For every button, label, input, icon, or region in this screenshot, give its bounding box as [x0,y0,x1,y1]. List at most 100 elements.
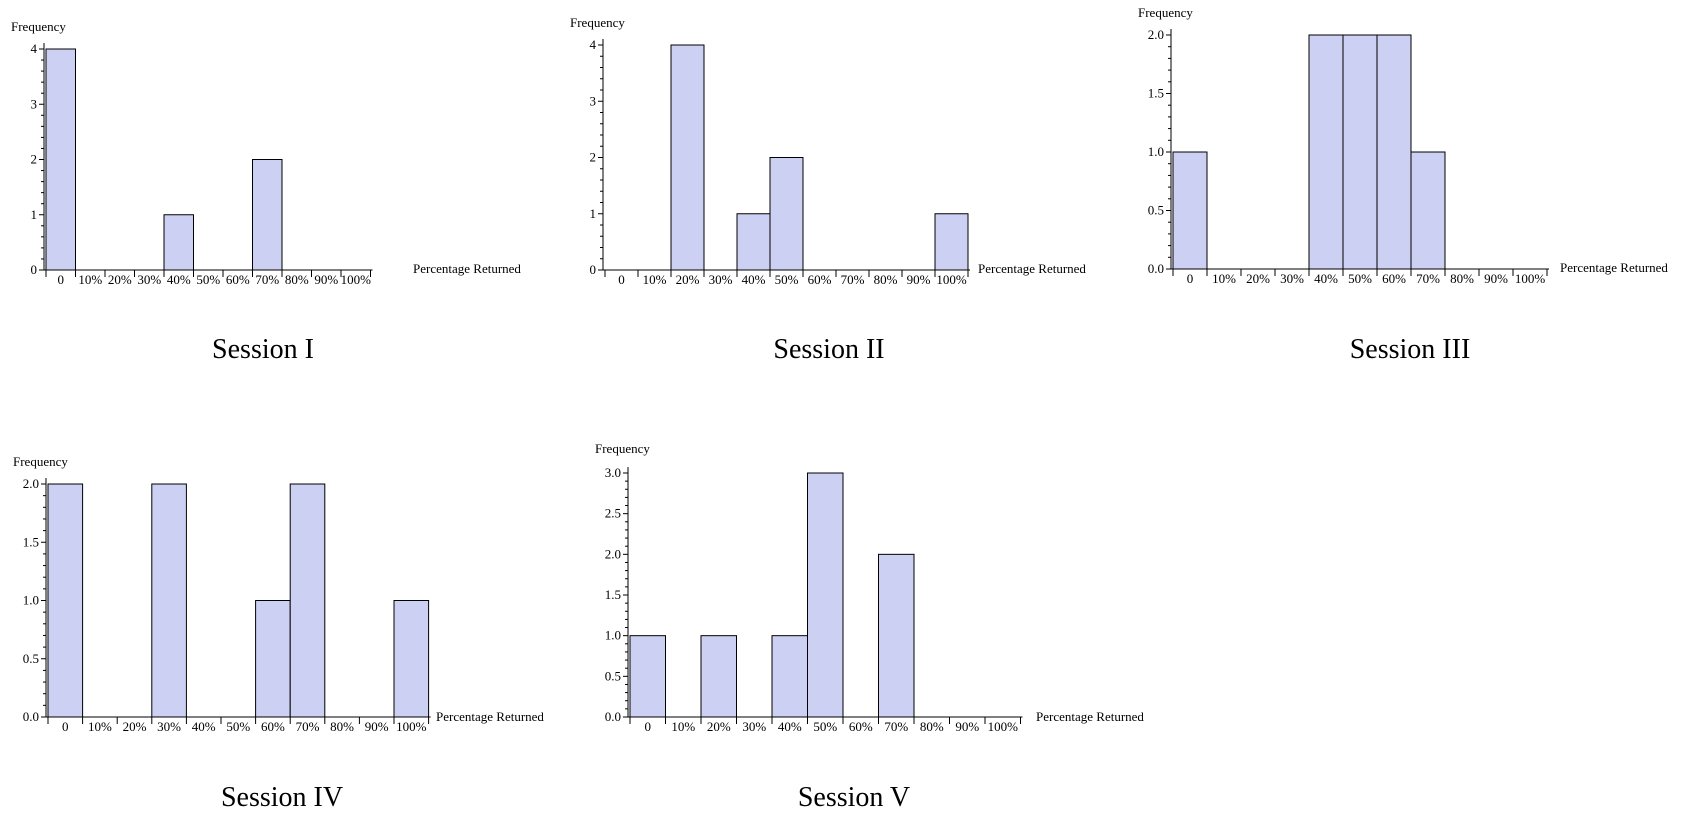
bar-0 [629,635,666,718]
x-tick-label: 10% [671,719,695,734]
bar-100pct [934,213,969,271]
x-tick-label: 30% [709,272,733,287]
x-tick-label: 60% [849,719,873,734]
y-tick-label: 2 [590,150,597,165]
x-tick-label: 90% [955,719,979,734]
x-tick-label: 70% [841,272,865,287]
y-tick-label: 1.5 [605,587,621,602]
bar-70pct [1410,151,1446,270]
x-tick-label: 40% [167,272,191,287]
bar-40pct [736,213,771,271]
x-tick-label: 20% [108,272,132,287]
chart-caption: Session IV [221,782,343,813]
session-3-chart: 0.0 0.5 1.0 1.5 2.0 0 10% 20% 30% 40% 50% 60% 70% 80%… [1138,5,1668,365]
x-tick-label: 30% [1280,271,1304,286]
x-tick-label: 50% [196,272,220,287]
x-tick-label: 40% [742,272,766,287]
session-5-chart: 0.0 0.5 1.0 1.5 2.0 2.5 3.0 0 10% 20% 30% 40% 50% 60%… [595,441,1144,813]
chart-caption: Session I [212,334,314,365]
bar-0 [1172,151,1208,270]
bar-0 [45,48,76,271]
bar-20pct [670,44,705,271]
x-axis-label: Percentage Returned [1560,260,1668,275]
x-tick-label: 40% [778,719,802,734]
x-tick-label: 0 [1187,271,1194,286]
x-tick-label: 40% [1314,271,1338,286]
bar-50pct [807,472,844,718]
x-tick-label: 50% [226,719,250,734]
x-tick-label: 70% [1416,271,1440,286]
y-axis-label: Frequency [595,441,650,456]
bar-60pct [255,600,291,718]
session-1-chart: 0 1 2 3 4 0 10% 20% 30% 40% 50% 60% 70% 80% 90% 100% Fre… [11,19,521,365]
bar-70pct [878,553,915,718]
x-tick-label: 70% [884,719,908,734]
x-tick-label: 10% [78,272,102,287]
bar-0 [47,483,84,718]
y-tick-label: 0.0 [1148,261,1164,276]
x-tick-label: 20% [1246,271,1270,286]
bar-40pct [1308,34,1344,270]
y-tick-label: 3 [590,93,597,108]
x-tick-label: 70% [255,272,279,287]
y-tick-label: 2.0 [1148,27,1164,42]
y-tick-label: 0.0 [605,709,621,724]
y-tick-label: 0.5 [1148,203,1164,218]
y-tick-label: 2.5 [605,506,621,521]
x-tick-label: 30% [742,719,766,734]
y-tick-label: 0.5 [23,651,39,666]
x-tick-label: 10% [643,272,667,287]
x-tick-label: 80% [920,719,944,734]
x-axis-label: Percentage Returned [413,261,521,276]
x-axis-label: Percentage Returned [436,709,544,724]
x-tick-label: 0 [618,272,625,287]
x-tick-label: 80% [285,272,309,287]
bar-70pct [289,483,326,718]
x-tick-label: 0 [58,272,65,287]
y-tick-label: 2.0 [605,546,621,561]
y-tick-label: 0.5 [605,668,621,683]
y-tick-label: 4 [590,37,597,52]
chart-caption: Session II [773,334,884,365]
x-tick-label: 80% [330,719,354,734]
x-tick-label: 100% [396,719,427,734]
x-tick-label: 60% [261,719,285,734]
y-tick-label: 3.0 [605,465,621,480]
x-tick-label: 60% [1382,271,1406,286]
x-tick-label: 90% [314,272,338,287]
x-tick-label: 90% [365,719,389,734]
y-tick-label: 1.0 [605,628,621,643]
session-2-chart: 0 1 2 3 4 0 10% 20% 30% 40% 50% 60% 70% 80% 90% 100% Fre… [570,15,1086,365]
y-tick-label: 2 [31,152,38,167]
x-axis-label: Percentage Returned [1036,709,1144,724]
bar-70pct [252,159,283,271]
y-tick-label: 0 [590,262,597,277]
bar-50pct [769,157,804,271]
x-tick-label: 100% [988,719,1019,734]
x-tick-label: 20% [676,272,700,287]
y-tick-label: 1 [590,206,597,221]
x-tick-label: 70% [296,719,320,734]
y-axis-label: Frequency [11,19,66,34]
x-tick-label: 80% [874,272,898,287]
x-tick-label: 90% [1484,271,1508,286]
y-tick-label: 0 [31,262,38,277]
x-tick-label: 100% [1515,271,1546,286]
x-tick-label: 60% [226,272,250,287]
y-tick-label: 1.5 [1148,86,1164,101]
bar-100pct [393,600,430,718]
y-axis-label: Frequency [13,454,68,469]
y-tick-label: 4 [31,41,38,56]
x-tick-label: 50% [1348,271,1372,286]
x-tick-label: 50% [775,272,799,287]
x-tick-label: 10% [88,719,112,734]
y-axis-label: Frequency [1138,5,1193,20]
y-tick-label: 1.5 [23,534,39,549]
y-tick-label: 0.0 [23,709,39,724]
bar-40pct [163,214,194,271]
x-axis-label: Percentage Returned [978,261,1086,276]
y-tick-label: 1.0 [1148,144,1164,159]
bar-50pct [1342,34,1378,270]
x-tick-label: 80% [1450,271,1474,286]
